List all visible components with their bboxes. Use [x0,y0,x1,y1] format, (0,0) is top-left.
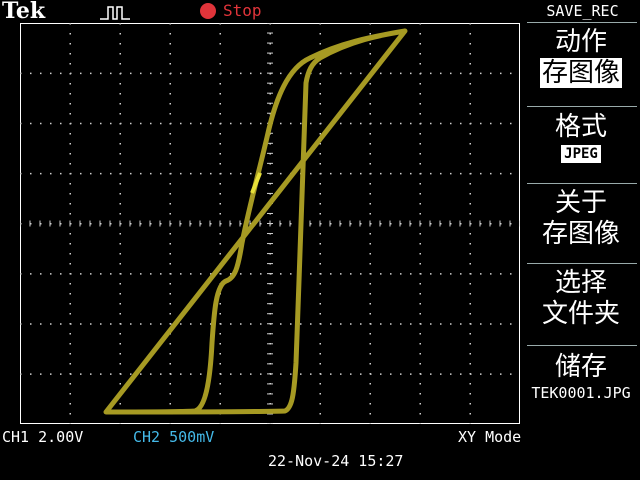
trace-bright-segment [250,172,262,194]
menu-about-line2: 存图像 [541,219,620,249]
menu-action-button[interactable]: 动作 存图像 [525,27,637,89]
ch2-scale: 500mV [169,428,215,446]
ch1-label: CH1 [2,428,30,446]
stop-icon [200,3,216,19]
menu-save-button[interactable]: 储存 TEK0001.JPG [525,352,637,403]
ch2-label: CH2 [133,428,161,446]
menu-format-button[interactable]: 格式 JPEG [525,112,637,163]
menu-title: SAVE_REC [546,2,619,20]
ch1-scale-readout: CH1 2.00V [2,428,83,446]
side-menu: SAVE_REC 动作 存图像 格式 JPEG 关于 存图像 选择 文件夹 储存… [525,0,640,426]
menu-folder-line1: 选择 [554,268,607,298]
menu-format-value: JPEG [561,145,601,163]
menu-divider [527,183,637,184]
menu-about-line1: 关于 [554,188,607,218]
date-time: 22-Nov-24 15:27 [268,452,404,470]
menu-action-value: 存图像 [539,58,622,88]
acquisition-status: Stop [223,1,262,20]
ch1-scale: 2.00V [38,428,84,446]
display-mode: XY Mode [458,428,522,446]
menu-divider [527,345,637,346]
xy-trace [103,28,408,415]
graticule-grid [20,23,520,424]
waveform-display [20,23,520,424]
menu-divider [527,263,637,264]
menu-save-label: 储存 [554,352,607,382]
menu-about-save-image-button[interactable]: 关于 存图像 [525,188,637,250]
pulse-trigger-icon [100,6,130,20]
ch2-scale-readout: CH2 500mV [133,428,214,446]
menu-divider [527,106,637,107]
menu-format-label: 格式 [554,112,607,142]
menu-action-label: 动作 [554,27,607,57]
brand-logo: Tek [2,0,46,24]
menu-divider [527,22,637,23]
menu-select-folder-button[interactable]: 选择 文件夹 [525,268,637,330]
menu-save-filename: TEK0001.JPG [531,384,631,402]
menu-folder-line2: 文件夹 [541,299,620,329]
